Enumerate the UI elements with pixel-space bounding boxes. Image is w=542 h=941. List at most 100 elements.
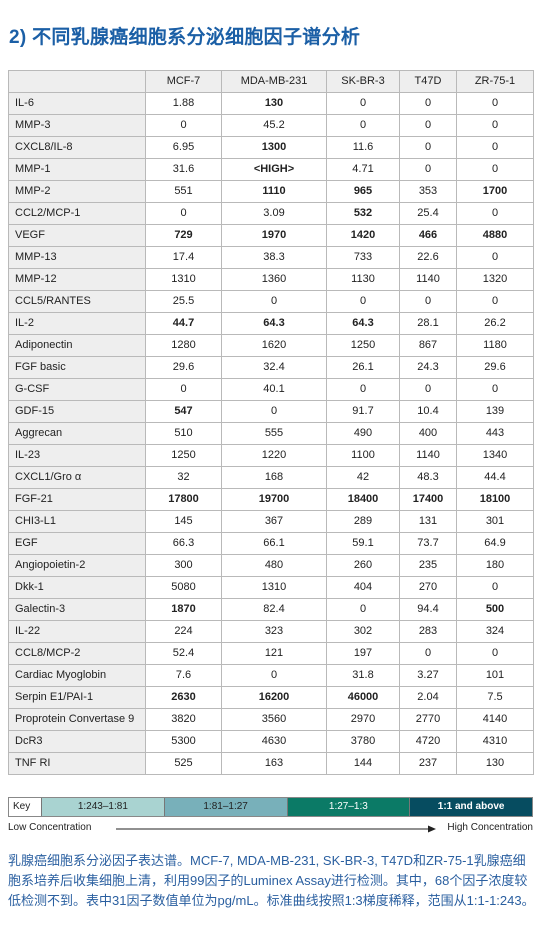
table-cell: 3560	[221, 708, 327, 731]
table-cell: 300	[145, 554, 222, 577]
table-cell: 1140	[399, 268, 457, 291]
arrow-icon	[116, 825, 436, 833]
table-cell: 4.71	[326, 158, 400, 181]
table-cell: 0	[221, 664, 327, 687]
table-cell: 1420	[326, 224, 400, 247]
table-row: EGF 66.3 66.1 59.1 73.7 64.9	[8, 532, 534, 555]
table-cell: 139	[456, 400, 534, 423]
row-label: FGF-21	[8, 488, 146, 511]
row-label: EGF	[8, 532, 146, 555]
table-row: CCL2/MCP-1 0 3.09 532 25.4 0	[8, 202, 534, 225]
table-cell: 301	[456, 510, 534, 533]
table-cell: 3820	[145, 708, 222, 731]
table-cell: 480	[221, 554, 327, 577]
table-row: Serpin E1/PAI-1 2630 16200 46000 2.04 7.5	[8, 686, 534, 709]
table-cell: <HIGH>	[221, 158, 327, 181]
key-band-high: 1:1 and above	[409, 798, 532, 816]
table-row: FGF basic 29.6 32.4 26.1 24.3 29.6	[8, 356, 534, 379]
table-row: TNF RI 525 163 144 237 130	[8, 752, 534, 775]
table-cell: 4630	[221, 730, 327, 753]
row-label: GDF-15	[8, 400, 146, 423]
row-label: IL-6	[8, 92, 146, 115]
table-cell: 145	[145, 510, 222, 533]
row-label: MMP-1	[8, 158, 146, 181]
table-cell: 733	[326, 246, 400, 269]
table-cell: 1970	[221, 224, 327, 247]
table-cell: 867	[399, 334, 457, 357]
table-cell: 0	[399, 158, 457, 181]
table-cell: 1320	[456, 268, 534, 291]
table-row: FGF-21 17800 19700 18400 17400 18100	[8, 488, 534, 511]
table-row: CHI3-L1 145 367 289 131 301	[8, 510, 534, 533]
row-label: VEGF	[8, 224, 146, 247]
table-cell: 45.2	[221, 114, 327, 137]
row-label: IL-2	[8, 312, 146, 335]
table-cell: 237	[399, 752, 457, 775]
table-cell: 4880	[456, 224, 534, 247]
table-cell: 0	[399, 92, 457, 115]
table-cell: 1.88	[145, 92, 222, 115]
table-cell: 0	[145, 114, 222, 137]
table-cell: 3780	[326, 730, 400, 753]
table-cell: 1620	[221, 334, 327, 357]
table-cell: 510	[145, 422, 222, 445]
key-band-lowest: 1:243–1:81	[41, 798, 164, 816]
table-cell: 0	[326, 378, 400, 401]
table-cell: 224	[145, 620, 222, 643]
table-row: Cardiac Myoglobin 7.6 0 31.8 3.27 101	[8, 664, 534, 687]
table-row: DcR3 5300 4630 3780 4720 4310	[8, 730, 534, 753]
table-cell: 283	[399, 620, 457, 643]
column-header: MCF-7	[145, 70, 222, 93]
table-cell: 0	[399, 642, 457, 665]
key-label: Key	[9, 798, 41, 816]
table-cell: 367	[221, 510, 327, 533]
table-cell: 42	[326, 466, 400, 489]
table-cell: 66.3	[145, 532, 222, 555]
table-row: VEGF 729 1970 1420 466 4880	[8, 224, 534, 247]
table-cell: 0	[221, 400, 327, 423]
table-cell: 64.3	[326, 312, 400, 335]
row-label: FGF basic	[8, 356, 146, 379]
table-cell: 29.6	[456, 356, 534, 379]
table-cell: 0	[326, 114, 400, 137]
table-cell: 38.3	[221, 246, 327, 269]
table-cell: 1340	[456, 444, 534, 467]
key-band-mid: 1:27–1:3	[286, 798, 410, 816]
color-key: Key 1:243–1:81 1:81–1:27 1:27–1:3 1:1 an…	[8, 797, 533, 817]
row-label: Proprotein Convertase 9	[8, 708, 146, 731]
high-concentration-label: High Concentration	[447, 822, 533, 833]
table-row: MMP-2 551 1110 965 353 1700	[8, 180, 534, 203]
table-cell: 66.1	[221, 532, 327, 555]
table-cell: 16200	[221, 686, 327, 709]
table-cell: 532	[326, 202, 400, 225]
row-label: MMP-2	[8, 180, 146, 203]
table-cell: 0	[399, 378, 457, 401]
row-label: CCL8/MCP-2	[8, 642, 146, 665]
row-label: CHI3-L1	[8, 510, 146, 533]
table-cell: 1700	[456, 180, 534, 203]
row-label: Adiponectin	[8, 334, 146, 357]
page-title: 2) 不同乳腺癌细胞系分泌细胞因子谱分析	[9, 27, 361, 48]
table-cell: 5300	[145, 730, 222, 753]
cytokine-table: MCF-7 MDA-MB-231 SK-BR-3 T47D ZR-75-1 IL…	[8, 70, 534, 775]
table-cell: 2970	[326, 708, 400, 731]
table-row: Aggrecan 510 555 490 400 443	[8, 422, 534, 445]
table-cell: 1280	[145, 334, 222, 357]
table-header-row: MCF-7 MDA-MB-231 SK-BR-3 T47D ZR-75-1	[8, 70, 534, 93]
table-cell: 1300	[221, 136, 327, 159]
table-cell: 400	[399, 422, 457, 445]
table-cell: 547	[145, 400, 222, 423]
table-cell: 32	[145, 466, 222, 489]
table-row: IL-2 44.7 64.3 64.3 28.1 26.2	[8, 312, 534, 335]
table-cell: 551	[145, 180, 222, 203]
key-band-low: 1:81–1:27	[163, 798, 287, 816]
table-cell: 0	[456, 202, 534, 225]
table-cell: 17800	[145, 488, 222, 511]
table-body: IL-6 1.88 130 0 0 0 MMP-3 0 45.2 0 0 0 CXCL8/IL-8 6.9…	[8, 92, 534, 775]
table-cell: 0	[399, 290, 457, 313]
table-cell: 168	[221, 466, 327, 489]
table-cell: 40.1	[221, 378, 327, 401]
table-cell: 1140	[399, 444, 457, 467]
row-label: MMP-3	[8, 114, 146, 137]
table-cell: 91.7	[326, 400, 400, 423]
